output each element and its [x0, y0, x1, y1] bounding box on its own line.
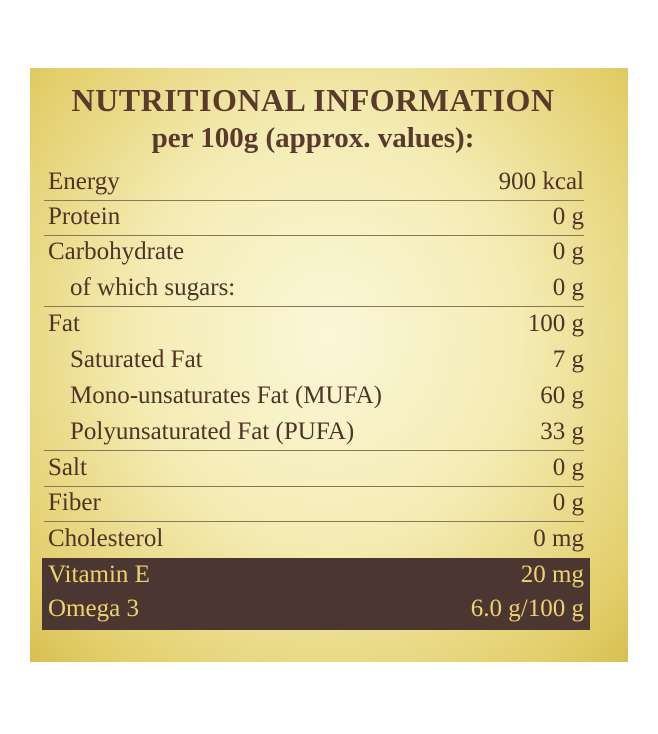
table-row: Carbohydrate 0 g — [44, 234, 584, 270]
nutrient-name: Salt — [48, 454, 87, 481]
table-row: Vitamin E 20 mg — [44, 557, 584, 593]
table-row: Fat 100 g — [44, 306, 584, 342]
nutrient-value: 60 g — [540, 382, 584, 409]
nutrient-name: Vitamin E — [48, 561, 150, 588]
table-row: Polyunsaturated Fat (PUFA) 33 g — [44, 414, 584, 451]
nutrient-value: 0 g — [552, 274, 584, 301]
title: NUTRITIONAL INFORMATION — [71, 82, 555, 118]
nutrient-name: Omega 3 — [48, 595, 139, 622]
nutrient-value: 7 g — [552, 346, 584, 373]
nutrient-name: Fat — [48, 310, 80, 337]
nutrient-value: 0 g — [552, 454, 584, 481]
nutrient-value: 33 g — [540, 418, 584, 445]
nutrient-name: Saturated Fat — [70, 346, 203, 373]
nutrient-name: Energy — [48, 168, 120, 195]
table-row: Salt 0 g — [44, 450, 584, 487]
nutrition-label: NUTRITIONAL INFORMATION per 100g (approx… — [30, 68, 628, 662]
nutrient-value: 100 g — [527, 310, 584, 337]
nutrient-value: 0 mg — [533, 525, 584, 552]
nutrient-name: Cholesterol — [48, 525, 164, 552]
nutrient-value: 20 mg — [520, 561, 584, 588]
subtitle: per 100g (approx. values): — [151, 122, 475, 154]
nutrient-value: 6.0 g/100 g — [470, 595, 584, 622]
nutrient-name: of which sugars: — [70, 274, 236, 301]
table-row: Saturated Fat 7 g — [44, 342, 584, 378]
table-row: Mono-unsaturates Fat (MUFA) 60 g — [44, 378, 584, 414]
nutrient-name: Carbohydrate — [48, 238, 185, 265]
nutrient-name: Polyunsaturated Fat (PUFA) — [70, 418, 355, 445]
table-row: Energy 900 kcal — [44, 164, 584, 201]
nutrient-value: 900 kcal — [498, 168, 584, 195]
nutrient-value: 0 g — [552, 203, 584, 230]
nutrient-name: Mono-unsaturates Fat (MUFA) — [70, 382, 382, 409]
table-row: Omega 3 6.0 g/100 g — [44, 591, 584, 627]
nutrient-name: Fiber — [48, 489, 101, 516]
nutrient-name: Protein — [48, 203, 121, 230]
table-row: Cholesterol 0 mg — [44, 521, 584, 557]
table-row: Protein 0 g — [44, 199, 584, 236]
highlight-band — [42, 558, 590, 630]
table-row: of which sugars: 0 g — [44, 270, 584, 307]
nutrient-value: 0 g — [552, 238, 584, 265]
nutrient-value: 0 g — [552, 489, 584, 516]
table-row: Fiber 0 g — [44, 485, 584, 522]
